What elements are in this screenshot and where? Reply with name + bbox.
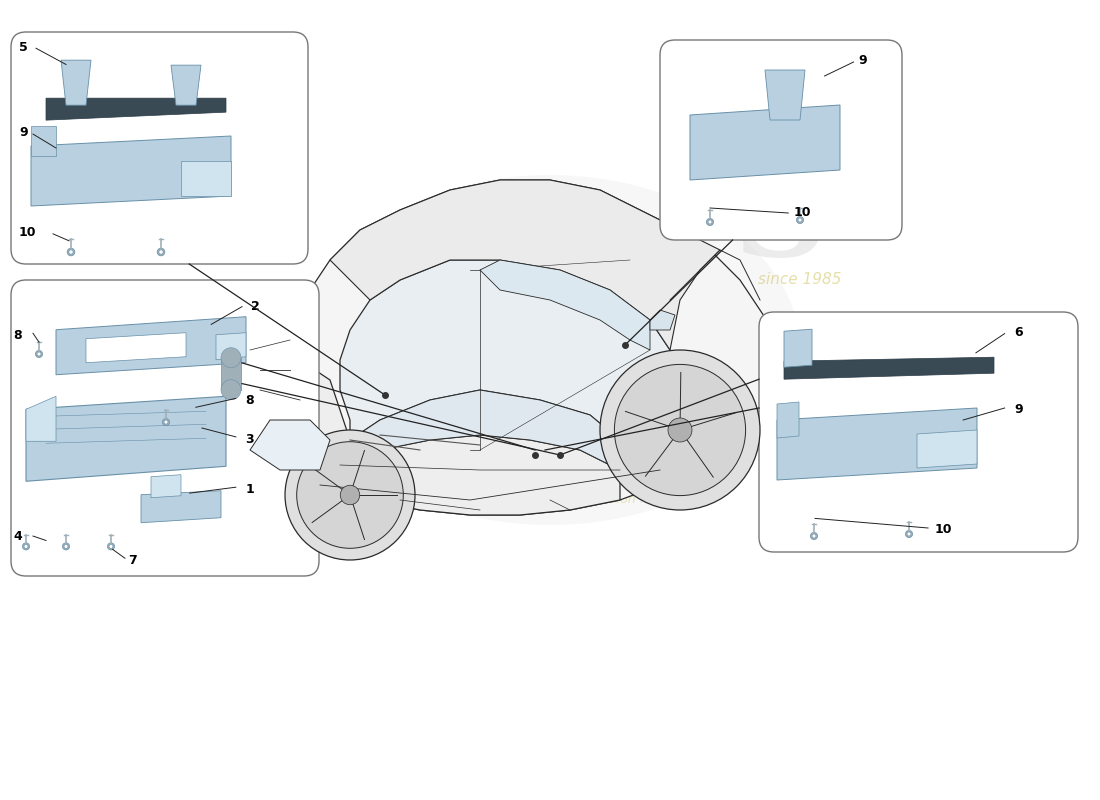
Polygon shape xyxy=(240,180,790,515)
Text: 2: 2 xyxy=(251,300,260,313)
FancyBboxPatch shape xyxy=(11,280,319,576)
Text: 8: 8 xyxy=(13,329,22,342)
Circle shape xyxy=(812,534,816,538)
Polygon shape xyxy=(784,357,994,379)
Text: 1: 1 xyxy=(245,483,254,496)
Circle shape xyxy=(905,530,913,538)
Text: 9: 9 xyxy=(19,126,28,139)
Circle shape xyxy=(798,218,802,222)
Text: la passion for...: la passion for... xyxy=(573,494,668,506)
Text: 4: 4 xyxy=(13,530,22,543)
Circle shape xyxy=(796,217,804,223)
Text: 10: 10 xyxy=(935,523,952,536)
Text: 7: 7 xyxy=(128,554,136,567)
Ellipse shape xyxy=(300,175,800,525)
Text: since 1985: since 1985 xyxy=(758,273,842,287)
Polygon shape xyxy=(280,435,620,515)
Text: S: S xyxy=(733,155,827,285)
Text: 10: 10 xyxy=(793,206,811,219)
Circle shape xyxy=(708,220,712,224)
Polygon shape xyxy=(86,333,186,362)
Polygon shape xyxy=(151,474,182,498)
Circle shape xyxy=(67,248,75,256)
Circle shape xyxy=(69,250,73,254)
Polygon shape xyxy=(690,105,840,180)
Polygon shape xyxy=(340,390,620,470)
Polygon shape xyxy=(46,98,226,120)
Circle shape xyxy=(158,250,163,254)
Text: 3: 3 xyxy=(245,433,254,446)
Text: 6: 6 xyxy=(1014,326,1023,339)
Circle shape xyxy=(297,442,404,548)
Circle shape xyxy=(340,486,360,505)
Circle shape xyxy=(108,543,114,550)
Polygon shape xyxy=(221,358,241,390)
Polygon shape xyxy=(480,260,650,350)
Polygon shape xyxy=(26,396,226,482)
Polygon shape xyxy=(340,260,670,440)
Circle shape xyxy=(668,418,692,442)
Polygon shape xyxy=(182,161,231,196)
Circle shape xyxy=(600,350,760,510)
Circle shape xyxy=(64,545,68,548)
Polygon shape xyxy=(650,310,675,330)
Circle shape xyxy=(63,543,69,550)
Polygon shape xyxy=(777,402,799,438)
Polygon shape xyxy=(26,396,56,442)
Text: 8: 8 xyxy=(245,394,254,407)
Circle shape xyxy=(37,352,41,356)
Circle shape xyxy=(109,545,113,548)
Circle shape xyxy=(285,430,415,560)
Text: 5: 5 xyxy=(19,41,28,54)
Circle shape xyxy=(811,533,817,539)
Polygon shape xyxy=(777,408,977,480)
Circle shape xyxy=(221,348,241,368)
Circle shape xyxy=(163,418,169,426)
Circle shape xyxy=(221,380,241,400)
Text: 10: 10 xyxy=(19,226,36,239)
Circle shape xyxy=(706,218,714,226)
Polygon shape xyxy=(784,330,812,367)
Circle shape xyxy=(22,543,30,550)
Polygon shape xyxy=(141,490,221,522)
Polygon shape xyxy=(250,420,330,470)
Polygon shape xyxy=(330,180,720,350)
Polygon shape xyxy=(764,70,805,120)
Circle shape xyxy=(908,532,911,536)
Polygon shape xyxy=(216,333,246,360)
FancyBboxPatch shape xyxy=(11,32,308,264)
Polygon shape xyxy=(917,430,977,468)
Circle shape xyxy=(164,420,168,424)
Polygon shape xyxy=(240,350,350,480)
Circle shape xyxy=(157,248,165,256)
Circle shape xyxy=(24,545,28,548)
Polygon shape xyxy=(31,136,231,206)
FancyBboxPatch shape xyxy=(759,312,1078,552)
Circle shape xyxy=(615,364,746,495)
Polygon shape xyxy=(60,60,91,105)
Text: 9: 9 xyxy=(858,54,867,67)
Text: 9: 9 xyxy=(1014,403,1023,416)
Polygon shape xyxy=(170,65,201,105)
FancyBboxPatch shape xyxy=(660,40,902,240)
Polygon shape xyxy=(56,317,246,374)
Circle shape xyxy=(35,350,43,358)
Polygon shape xyxy=(31,126,56,156)
